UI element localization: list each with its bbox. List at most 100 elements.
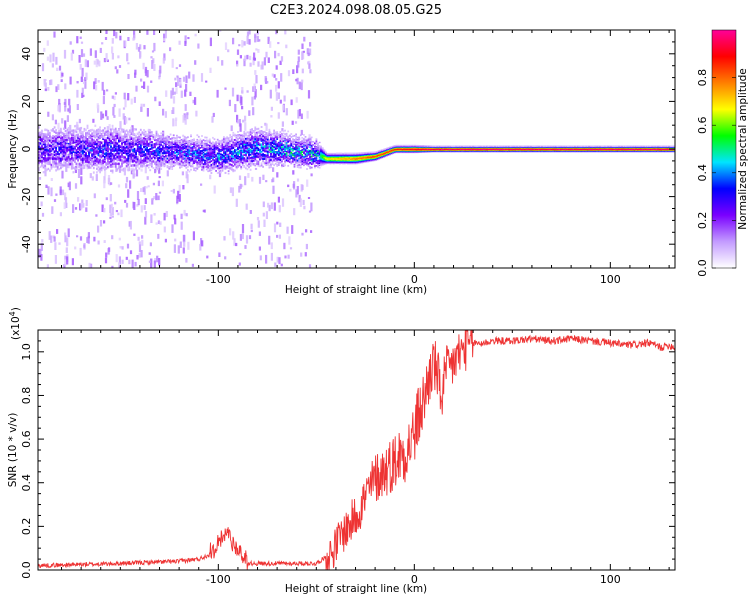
spectrogram-ridge-cell <box>232 170 235 172</box>
spectrogram-ridge-cell <box>177 144 180 147</box>
spectrogram-ridge-cell <box>251 147 253 150</box>
spectrogram-noise-cell <box>178 40 181 45</box>
spectrogram-ridge-cell <box>295 160 297 163</box>
spectrogram-ridge-cell <box>229 158 232 161</box>
spectrogram-noise-cell <box>99 220 103 227</box>
spectrogram-ridge-cell <box>187 157 189 160</box>
spectrogram-ridge-cell <box>277 152 280 155</box>
spectrogram-noise-cell <box>219 30 222 32</box>
spectrogram-noise-cell <box>164 238 167 243</box>
spectrogram-ridge-cell <box>229 139 232 142</box>
spectrogram-ridge-cell <box>83 145 86 148</box>
spectrogram-ridge-cell <box>243 132 246 135</box>
spectrogram-ridge-cell <box>301 154 304 157</box>
spectrogram-ridge-cell <box>56 138 59 141</box>
spectrogram-ridge-cell <box>108 131 111 134</box>
spectrogram-noise-cell <box>96 103 99 109</box>
spectrogram-ridge-cell <box>61 149 64 153</box>
spectrogram-ridge-cell <box>78 142 81 145</box>
spectrogram-ridge-cell <box>179 155 181 158</box>
spectrogram-ridge-cell <box>307 159 310 162</box>
spectrogram-ridge-cell <box>60 131 62 134</box>
spectrogram-noise-cell <box>65 164 68 172</box>
spectrogram-ridge-cell <box>166 161 169 164</box>
spectrogram-noise-cell <box>67 228 70 238</box>
spectrogram-ridge-cell <box>298 154 301 157</box>
spectrogram-ridge-cell <box>295 159 297 161</box>
spectrogram-ridge-cell <box>304 161 307 163</box>
spectrogram-noise-cell <box>182 247 185 254</box>
spectrogram-noise-cell <box>120 209 123 218</box>
spectrogram-ridge-cell <box>219 166 222 169</box>
spectrogram-ridge-cell <box>285 158 288 160</box>
spectrogram-ridge-cell <box>38 136 40 139</box>
spectrogram-noise-cell <box>61 72 64 77</box>
spectrogram-ridge-cell <box>38 143 40 146</box>
spectrogram-ridge-cell <box>127 160 130 163</box>
spectrogram-ridge-cell <box>52 128 54 131</box>
spectrogram-ridge-cell <box>290 151 293 154</box>
spectrogram-noise-cell <box>124 199 127 203</box>
spectrogram-ridge-cell <box>223 151 225 154</box>
spectrogram-ridge-cell <box>196 157 199 160</box>
spectrogram-noise-cell <box>271 179 274 183</box>
spectrogram-ridge-cell <box>138 151 141 154</box>
spectrogram-noise-cell <box>228 99 231 107</box>
spectrogram-ridge-cell <box>171 160 174 162</box>
spectrogram-ridge-cell <box>75 140 78 144</box>
spectrogram-ridge-cell <box>86 124 89 127</box>
spectrogram-ridge-cell <box>277 146 280 149</box>
spectrogram-ridge-cell <box>81 139 84 142</box>
spectrogram-ridge-cell <box>53 160 56 163</box>
spectrogram-ridge-cell <box>155 134 158 137</box>
spectrogram-noise-cell <box>118 262 121 267</box>
spectrogram-ridge-cell <box>118 144 120 147</box>
spectrogram-ridge-cell <box>99 136 101 139</box>
spectrogram-ridge-cell <box>113 142 116 145</box>
spectrogram-ridge-cell <box>276 161 279 163</box>
spectrogram-ridge-cell <box>74 137 76 140</box>
spectrogram-noise-cell <box>132 37 135 41</box>
spectrogram-ridge-cell <box>124 135 126 139</box>
spectrogram-noise-cell <box>55 56 58 65</box>
spectrogram-ridge-cell <box>154 137 156 140</box>
spectrogram-ridge-cell <box>307 145 310 147</box>
spectrogram-ridge-cell <box>215 144 217 147</box>
spectrogram-noise-cell <box>185 258 188 263</box>
spectrogram-ridge-cell <box>155 135 158 138</box>
spectrogram-ridge-cell <box>194 156 197 159</box>
spectrogram-noise-cell <box>102 95 105 105</box>
spectrogram-ridge-cell <box>138 159 141 162</box>
spectrogram-ridge-cell <box>150 162 153 165</box>
spectrogram-ridge-cell <box>260 157 263 160</box>
spectrogram-noise-cell <box>83 244 86 248</box>
spectrogram-ridge-cell <box>72 129 75 132</box>
spectrogram-ridge-cell <box>141 140 144 143</box>
spectrogram-ridge-cell <box>276 147 279 150</box>
spectrogram-ridge-cell <box>69 143 72 146</box>
spectrogram-noise-cell <box>284 255 287 259</box>
spectrogram-ridge-cell <box>38 167 40 170</box>
spectrogram-noise-cell <box>95 174 98 181</box>
spectrogram-ridge-cell <box>238 147 241 150</box>
spectrogram-ridge-cell <box>298 144 301 146</box>
spectrogram-ridge-cell <box>296 159 299 162</box>
spectrogram-ridge-cell <box>274 135 277 138</box>
spectrogram-ridge-cell <box>149 138 152 140</box>
spectrogram-ridge-cell <box>160 163 163 166</box>
spectrogram-ridge-cell <box>218 169 221 171</box>
spectrogram-ridge-cell <box>130 129 133 132</box>
spectrogram-ridge-cell <box>63 145 65 148</box>
spectrogram-ridge-cell <box>223 160 225 162</box>
spectrogram-ridge-cell <box>94 141 97 144</box>
spectrogram-ridge-cell <box>306 168 308 170</box>
spectrogram-noise-cell <box>121 259 124 264</box>
spectrogram-ridge-cell <box>304 148 307 150</box>
spectrogram-ridge-cell <box>230 160 233 163</box>
spectrogram-ridge-cell <box>224 146 227 149</box>
spectrogram-ridge-cell <box>212 146 214 149</box>
spectrogram-noise-cell <box>159 65 162 74</box>
spectrogram-ridge-cell <box>246 131 249 134</box>
spectrogram-ridge-cell <box>165 141 167 144</box>
